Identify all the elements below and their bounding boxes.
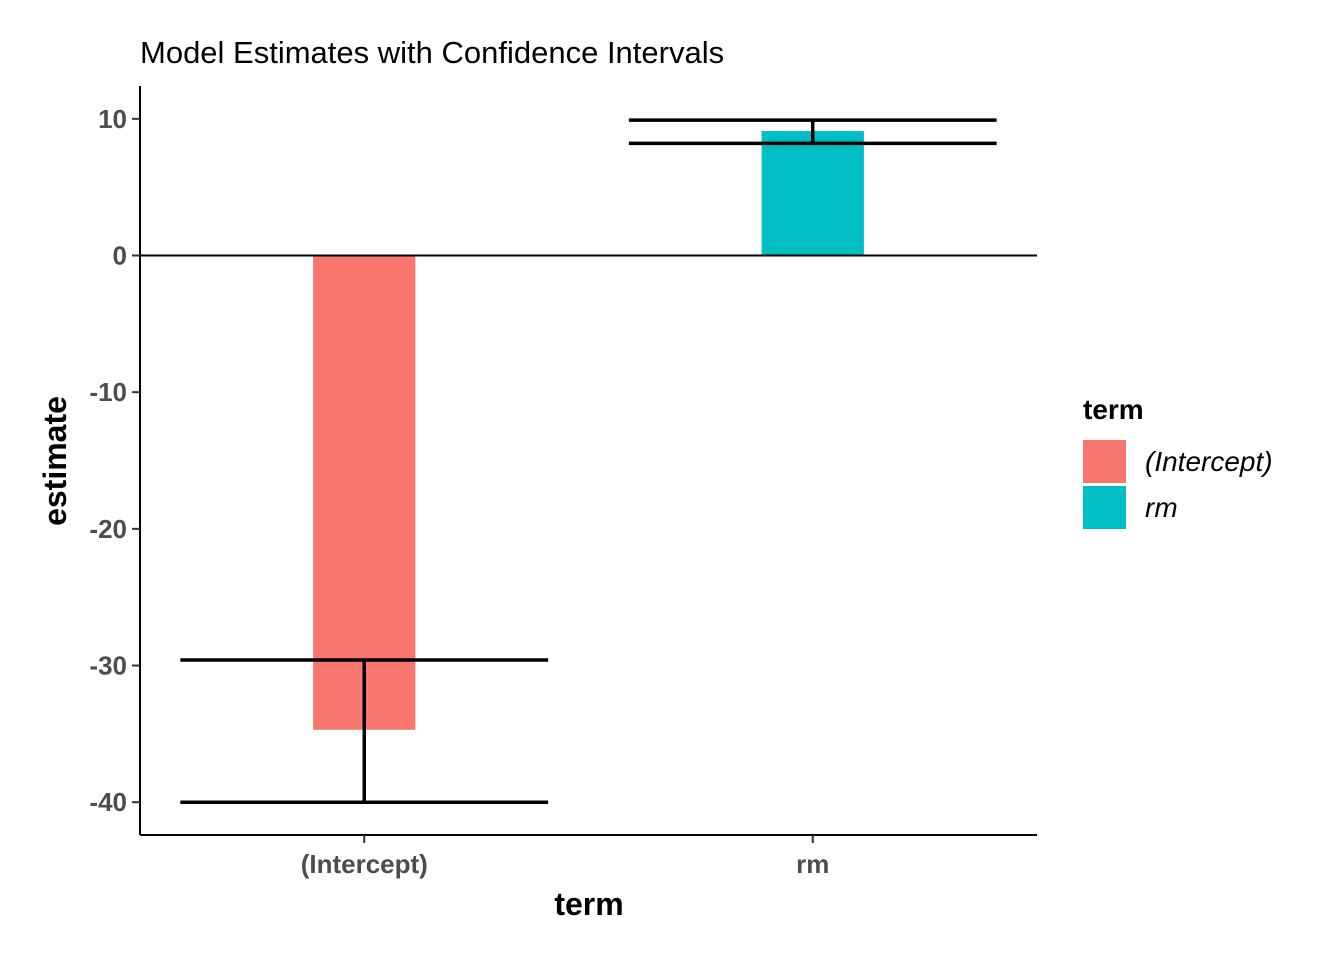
- legend: term (Intercept) rm: [1083, 394, 1273, 529]
- legend-title: term: [1083, 394, 1144, 425]
- legend-swatch: [1083, 486, 1126, 529]
- chart-title: Model Estimates with Confidence Interval…: [140, 35, 724, 70]
- y-tick-label: -30: [89, 651, 127, 681]
- bar-0: [313, 255, 416, 730]
- y-axis-title: estimate: [37, 396, 73, 526]
- legend-swatch: [1083, 440, 1126, 483]
- y-tick-label: -10: [89, 377, 127, 407]
- y-tick-label: -40: [89, 787, 127, 817]
- legend-label: rm: [1145, 492, 1178, 523]
- legend-label: (Intercept): [1145, 446, 1273, 477]
- y-tick-label: 10: [98, 104, 127, 134]
- plot-area: 10 0 -10 -20 -30 -40 (Intercept) rm: [89, 86, 1037, 879]
- x-axis-title: term: [554, 886, 623, 922]
- bar-1: [761, 131, 864, 256]
- x-tick-label: rm: [796, 849, 829, 879]
- x-tick-label: (Intercept): [301, 849, 428, 879]
- y-tick-label: 0: [113, 240, 127, 270]
- y-tick-label: -20: [89, 514, 127, 544]
